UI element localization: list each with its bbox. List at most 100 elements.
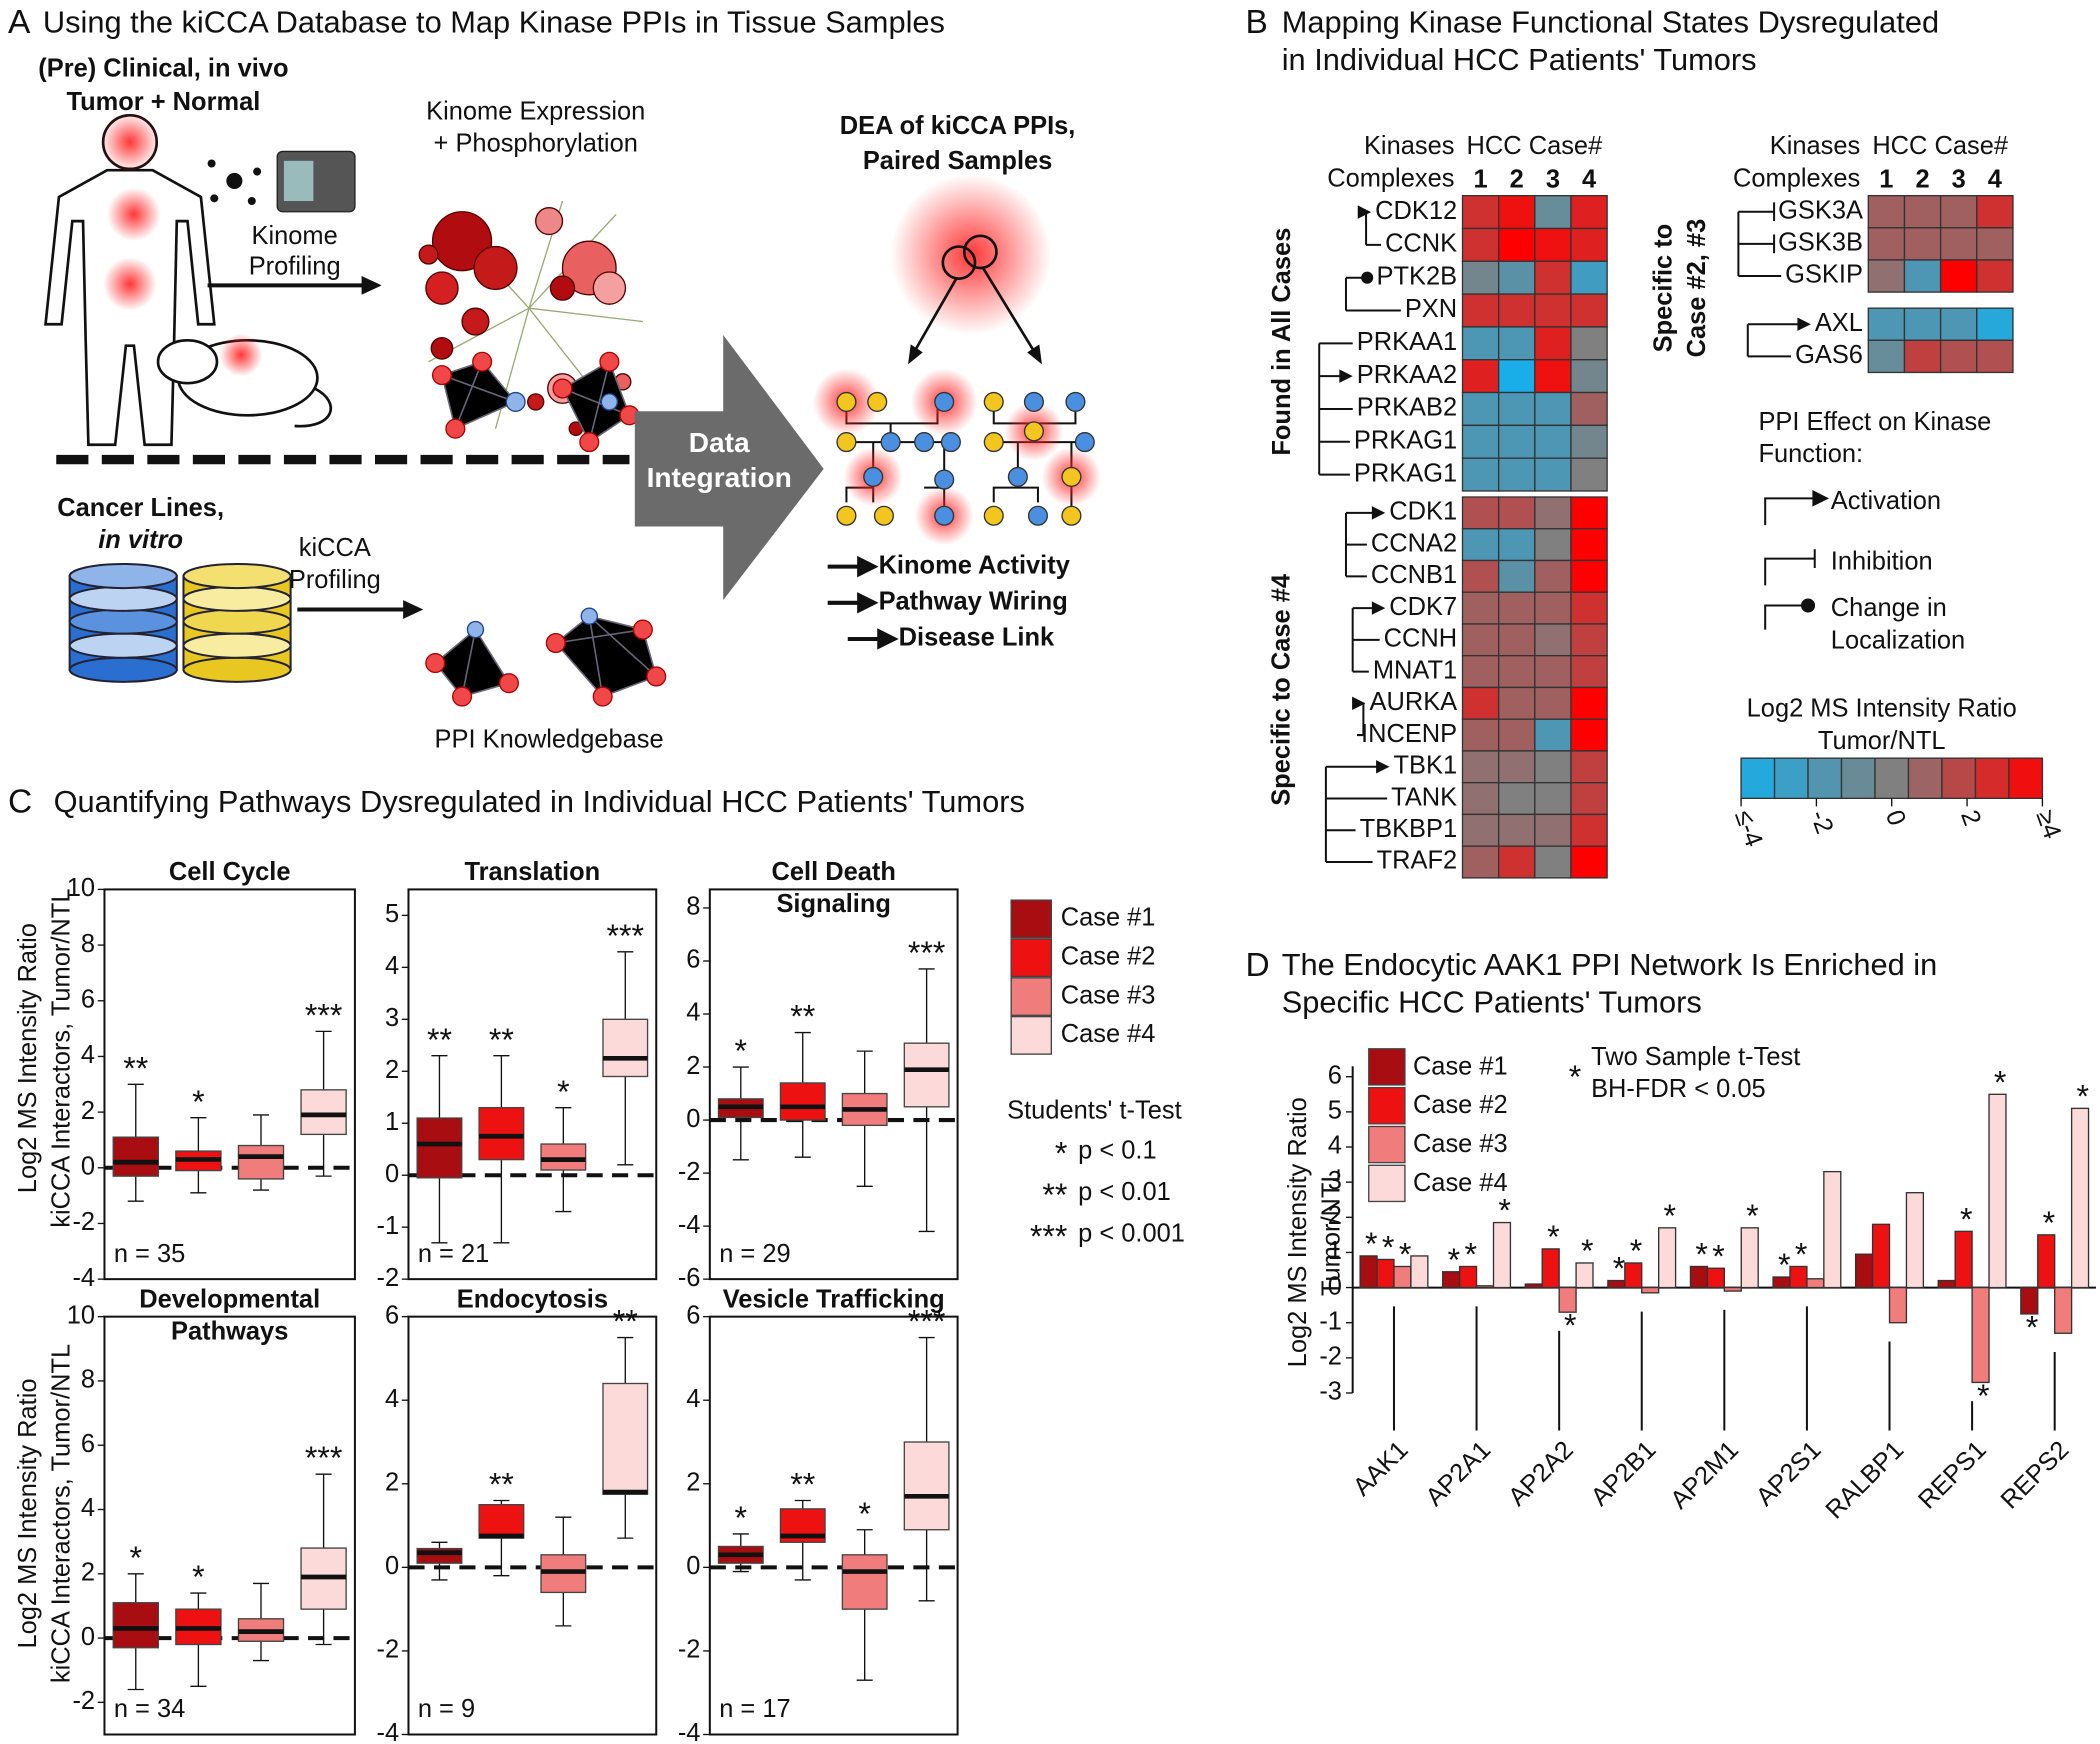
localization-dot bbox=[1801, 598, 1816, 613]
panel-title: Specific HCC Patients' Tumors bbox=[1282, 985, 1702, 1020]
significance: * bbox=[1547, 1219, 1560, 1255]
box bbox=[112, 1602, 159, 1649]
inhibition-symbol bbox=[1764, 549, 1816, 586]
heat-cell bbox=[1497, 591, 1536, 625]
row-label: CCNH bbox=[1384, 625, 1457, 653]
heat-cell bbox=[1461, 391, 1500, 427]
column-header: HCC Case# bbox=[1467, 132, 1604, 160]
heat-cell bbox=[1461, 559, 1500, 593]
heat-cell bbox=[1461, 686, 1500, 720]
panel-title: Using the kiCCA Database to Map Kinase P… bbox=[43, 4, 945, 39]
heat-cell bbox=[1570, 424, 1608, 459]
mouse-head bbox=[156, 338, 219, 385]
legend-label: Case #3 bbox=[1061, 981, 1156, 1009]
y-tick-label: 3 bbox=[385, 1004, 399, 1032]
y-tick-label: -1 bbox=[1319, 1307, 1342, 1335]
heat-cell bbox=[1534, 326, 1572, 361]
colorbar-cell bbox=[1740, 757, 1776, 800]
heat-cell bbox=[1497, 391, 1536, 427]
box bbox=[602, 1382, 649, 1495]
legend-label: Change in bbox=[1831, 594, 1947, 622]
bar bbox=[1740, 1227, 1759, 1289]
row-label: GSKIP bbox=[1785, 261, 1863, 289]
heat-cell bbox=[1939, 259, 1978, 293]
significance: * bbox=[130, 1540, 143, 1576]
heat-cell bbox=[1570, 781, 1608, 816]
y-tick-label: 4 bbox=[1328, 1132, 1342, 1160]
significance: * bbox=[192, 1559, 205, 1595]
significance: * bbox=[1977, 1378, 1990, 1414]
y-tick-label: 0 bbox=[686, 1105, 700, 1133]
significance: * bbox=[1712, 1238, 1725, 1274]
heat-cell bbox=[1570, 293, 1608, 328]
output-label: Kinome Activity bbox=[879, 551, 1071, 579]
y-tick-label: 6 bbox=[686, 1301, 700, 1329]
bar bbox=[1541, 1248, 1560, 1289]
heat-cell bbox=[1534, 424, 1572, 459]
heat-cell bbox=[1534, 655, 1572, 689]
box bbox=[478, 1504, 525, 1539]
clinical-label: (Pre) Clinical, in vivo bbox=[38, 54, 288, 82]
row-label: PRKAG1 bbox=[1354, 426, 1457, 454]
heat-cell bbox=[1461, 528, 1500, 562]
significance: * bbox=[1465, 1237, 1478, 1273]
group-label: Found in All Cases bbox=[1268, 228, 1296, 456]
heat-cell bbox=[1939, 339, 1978, 374]
heat-cell bbox=[1939, 194, 1978, 229]
significance: ** bbox=[790, 1467, 815, 1503]
heat-cell bbox=[1570, 359, 1608, 394]
box bbox=[540, 1143, 587, 1171]
box bbox=[903, 1441, 950, 1531]
heat-cell bbox=[1570, 718, 1608, 752]
significance: *** bbox=[305, 997, 343, 1033]
panel-label: B bbox=[1246, 4, 1268, 41]
y-tick-label: 2 bbox=[385, 1469, 399, 1497]
heat-cell bbox=[1461, 293, 1500, 328]
column-label: 4 bbox=[1582, 166, 1597, 194]
legend-swatch bbox=[1368, 1048, 1406, 1086]
y-tick-label: 8 bbox=[81, 1366, 95, 1394]
significance: * bbox=[2026, 1309, 2039, 1345]
heat-cell bbox=[1903, 307, 1942, 341]
integration-arrow bbox=[634, 334, 824, 601]
heat-cell bbox=[1903, 194, 1942, 229]
colorbar-tick-label: 0 bbox=[1880, 807, 1911, 830]
x-tick-label: REPS2 bbox=[1996, 1436, 2075, 1515]
row-label: CCNB1 bbox=[1371, 561, 1457, 589]
legend-label: Case #4 bbox=[1061, 1020, 1156, 1048]
heat-cell bbox=[1497, 496, 1536, 530]
cancer-lines-label: Cancer Lines, bbox=[57, 494, 224, 522]
significance: * bbox=[1695, 1237, 1708, 1273]
step-label: Profiling bbox=[289, 566, 381, 594]
heat-cell bbox=[1976, 259, 2014, 293]
bar bbox=[1871, 1223, 1891, 1289]
bracket bbox=[1344, 276, 1401, 312]
output-label: Disease Link bbox=[899, 624, 1055, 652]
note: Two Sample t-Test bbox=[1591, 1043, 1800, 1071]
legend-label: Localization bbox=[1831, 626, 1965, 654]
row-label: PRKAA1 bbox=[1357, 328, 1457, 356]
step-label: kiCCA bbox=[299, 534, 371, 562]
significance: * bbox=[1994, 1064, 2007, 1100]
heat-cell bbox=[1534, 528, 1572, 562]
y-tick-label: 2 bbox=[385, 1056, 399, 1084]
legend-label: Case #3 bbox=[1413, 1130, 1508, 1158]
molecule bbox=[207, 159, 262, 206]
bracket bbox=[1354, 702, 1365, 737]
y-axis-label: Log2 MS Intensity Ratio bbox=[14, 1378, 42, 1648]
x-tick-label: RALBP1 bbox=[1820, 1436, 1909, 1525]
arrow-head bbox=[1371, 601, 1386, 615]
heat-cell bbox=[1461, 845, 1500, 879]
significance: *** bbox=[305, 1440, 343, 1476]
plot-frame bbox=[708, 888, 959, 1281]
significance: * bbox=[1498, 1193, 1511, 1229]
y-tick-label: 1 bbox=[385, 1108, 399, 1136]
heat-cell bbox=[1570, 591, 1608, 625]
bar bbox=[1492, 1221, 1512, 1289]
heat-cell bbox=[1497, 686, 1536, 720]
bar bbox=[1706, 1267, 1725, 1289]
integration-label: Data bbox=[689, 427, 750, 458]
colorbar-cell bbox=[2008, 757, 2044, 800]
heat-cell bbox=[1939, 227, 1978, 261]
y-tick-label: 8 bbox=[81, 930, 95, 958]
